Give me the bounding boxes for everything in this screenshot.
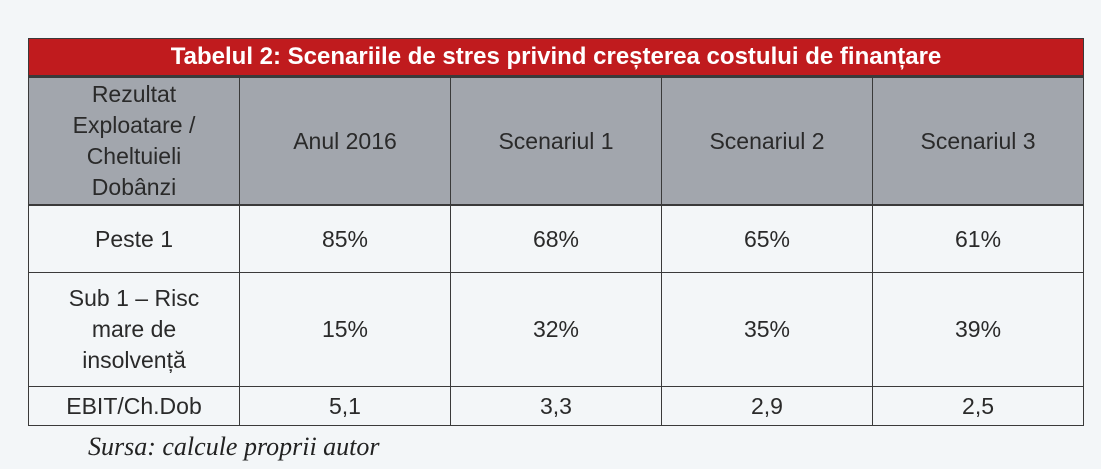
- table-cell: 65%: [661, 204, 873, 273]
- table-cell: 68%: [450, 204, 662, 273]
- header-first-col: Rezultat Exploatare / Cheltuieli Dobânzi: [28, 75, 240, 206]
- row-label: Sub 1 – Risc mare de insolvență: [28, 272, 240, 387]
- table-header-row: Rezultat Exploatare / Cheltuieli Dobânzi…: [28, 75, 1085, 206]
- stress-scenarios-table: Tabelul 2: Scenariile de stres privind c…: [27, 38, 1085, 426]
- table-cell: 39%: [871, 272, 1085, 387]
- table-cell: 3,3: [450, 386, 662, 426]
- table-cell: 61%: [871, 204, 1085, 273]
- header-col-anul-2016: Anul 2016: [239, 75, 451, 206]
- source-note: Sursa: calcule proprii autor: [88, 432, 380, 461]
- table-cell: 15%: [239, 272, 451, 387]
- table-row: EBIT/Ch.Dob 5,1 3,3 2,9 2,5: [28, 386, 1085, 426]
- header-first-col-line: Cheltuieli: [86, 143, 182, 169]
- header-col-scenariul-1: Scenariul 1: [450, 75, 662, 206]
- row-label-line: insolvență: [82, 347, 186, 373]
- table-cell: 85%: [239, 204, 451, 273]
- row-label-line: Sub 1 – Risc: [68, 285, 200, 311]
- table-cell: 2,5: [871, 386, 1085, 426]
- table-cell: 35%: [661, 272, 873, 387]
- row-label-line: Peste 1: [95, 225, 173, 252]
- table-title: Tabelul 2: Scenariile de stres privind c…: [27, 38, 1085, 78]
- table-row: Peste 1 85% 68% 65% 61%: [28, 204, 1085, 273]
- header-col-scenariul-2: Scenariul 2: [661, 75, 873, 206]
- header-first-col-line: Dobânzi: [91, 174, 177, 200]
- table-cell: 2,9: [661, 386, 873, 426]
- header-col-scenariul-3: Scenariul 3: [871, 75, 1085, 206]
- header-first-col-line: Rezultat: [91, 81, 177, 107]
- header-first-col-line: Exploatare /: [72, 112, 196, 138]
- stress-scenarios-table-wrapper: Tabelul 2: Scenariile de stres privind c…: [27, 38, 1085, 426]
- table-cell: 32%: [450, 272, 662, 387]
- table-row: Sub 1 – Risc mare de insolvență 15% 32% …: [28, 272, 1085, 387]
- row-label: Peste 1: [28, 204, 240, 273]
- row-label-line: mare de: [91, 316, 177, 342]
- row-label: EBIT/Ch.Dob: [28, 386, 240, 426]
- table-cell: 5,1: [239, 386, 451, 426]
- row-label-line: EBIT/Ch.Dob: [66, 392, 202, 419]
